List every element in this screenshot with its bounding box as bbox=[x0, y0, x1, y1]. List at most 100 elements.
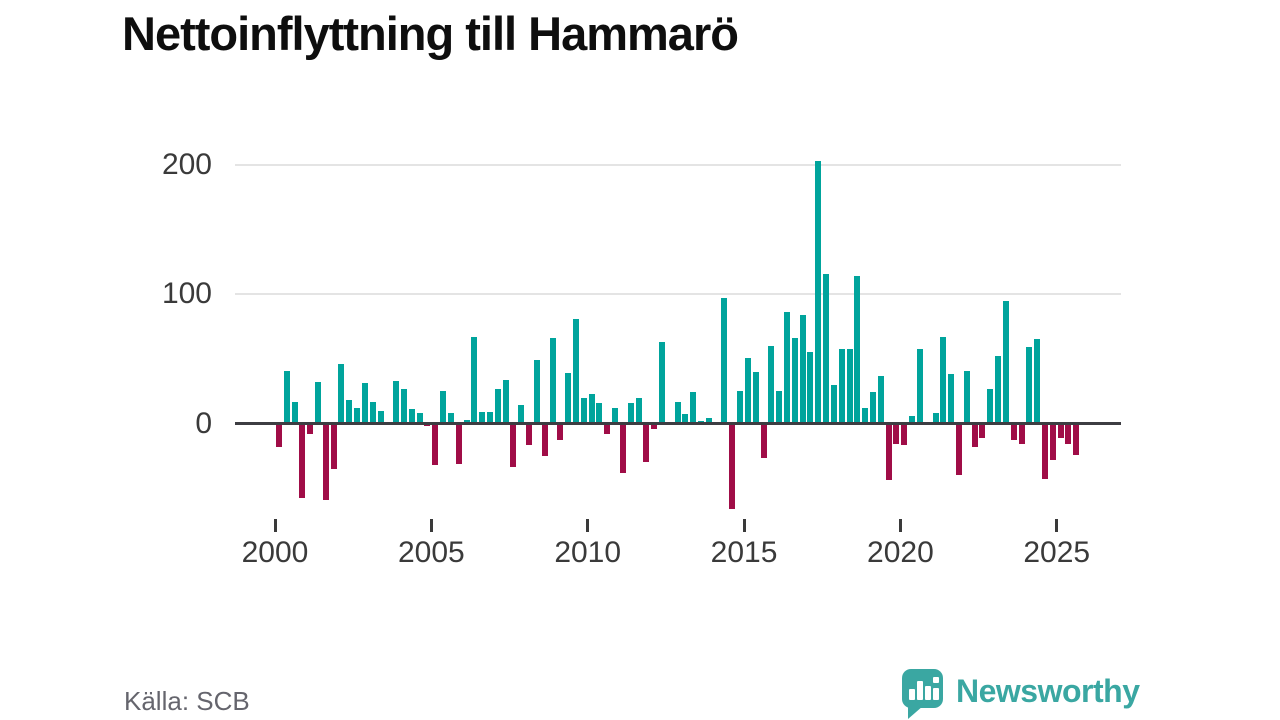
bar-2008-Q2 bbox=[533, 360, 540, 424]
bar-2020-Q3 bbox=[916, 348, 923, 424]
bar-2008-Q3 bbox=[541, 423, 548, 456]
speech-bubble-tail bbox=[908, 706, 923, 719]
bar-2025-Q1 bbox=[1057, 423, 1064, 438]
bar-2020-Q2 bbox=[909, 415, 916, 424]
chart-title: Nettoinflyttning till Hammarö bbox=[122, 7, 739, 60]
bar-2012-Q2 bbox=[658, 342, 665, 424]
bar-2015-Q3 bbox=[760, 423, 767, 459]
bar-2005-Q2 bbox=[440, 391, 447, 424]
bar-2023-Q2 bbox=[1002, 300, 1009, 424]
bar-2014-Q4 bbox=[737, 391, 744, 424]
bar-2010-Q2 bbox=[596, 402, 603, 424]
bar-2001-Q3 bbox=[322, 423, 329, 500]
bar-2008-Q1 bbox=[526, 423, 533, 446]
bar-2004-Q2 bbox=[408, 409, 415, 424]
bar-2002-Q1 bbox=[338, 364, 345, 424]
bar-2009-Q1 bbox=[557, 423, 564, 441]
bar-2004-Q3 bbox=[416, 413, 423, 424]
bar-2006-Q3 bbox=[479, 411, 486, 424]
bar-2020-Q1 bbox=[901, 423, 908, 446]
bar-2000-Q1 bbox=[275, 423, 282, 447]
bar-2009-Q4 bbox=[580, 397, 587, 424]
bar-2009-Q3 bbox=[572, 318, 579, 424]
bar-2022-Q1 bbox=[963, 370, 970, 424]
bar-2015-Q2 bbox=[752, 371, 759, 424]
bar-2025-Q2 bbox=[1065, 423, 1072, 445]
zero-baseline bbox=[235, 422, 1121, 425]
y-axis-tick-label-0: 0 bbox=[195, 406, 212, 440]
bar-2000-Q3 bbox=[291, 401, 298, 424]
bar-chart-speech-bubble-icon bbox=[902, 669, 943, 708]
bar-2022-Q2 bbox=[971, 423, 978, 447]
bar-2007-Q4 bbox=[518, 405, 525, 424]
bar-2005-Q3 bbox=[447, 413, 454, 424]
x-axis-tick-2010 bbox=[586, 519, 590, 532]
bar-2002-Q3 bbox=[354, 407, 361, 424]
brand-name: Newsworthy bbox=[956, 673, 1140, 709]
bar-2014-Q3 bbox=[729, 423, 736, 509]
bar-2007-Q3 bbox=[510, 423, 517, 468]
bar-2013-Q4 bbox=[705, 418, 712, 424]
bar-2023-Q3 bbox=[1010, 423, 1017, 441]
bar-2002-Q2 bbox=[346, 400, 353, 424]
bar-2016-Q1 bbox=[776, 391, 783, 424]
bar-2001-Q1 bbox=[307, 423, 314, 434]
bar-2024-Q1 bbox=[1026, 347, 1033, 424]
bar-2011-Q3 bbox=[635, 397, 642, 424]
bar-2017-Q4 bbox=[830, 384, 837, 424]
bar-2018-Q1 bbox=[838, 348, 845, 424]
bar-2017-Q1 bbox=[807, 352, 814, 424]
bar-2015-Q1 bbox=[744, 357, 751, 424]
bar-2016-Q4 bbox=[799, 314, 806, 424]
bar-2016-Q3 bbox=[791, 338, 798, 424]
bar-2006-Q1 bbox=[463, 419, 470, 424]
x-axis-tick-label-2005: 2005 bbox=[397, 536, 465, 569]
bar-2004-Q1 bbox=[400, 388, 407, 424]
bar-2024-Q2 bbox=[1034, 339, 1041, 424]
bar-2021-Q4 bbox=[956, 423, 963, 476]
bar-2021-Q2 bbox=[940, 336, 947, 424]
bar-2021-Q1 bbox=[932, 413, 939, 424]
bar-2010-Q4 bbox=[612, 407, 619, 424]
bar-2019-Q2 bbox=[877, 375, 884, 424]
bar-2003-Q1 bbox=[369, 401, 376, 424]
bar-2017-Q2 bbox=[815, 161, 822, 424]
bar-2009-Q2 bbox=[565, 373, 572, 424]
bar-2005-Q1 bbox=[432, 423, 439, 465]
x-axis-tick-2025 bbox=[1055, 519, 1059, 532]
bar-2011-Q4 bbox=[643, 423, 650, 463]
x-axis-tick-label-2025: 2025 bbox=[1023, 536, 1091, 569]
newsworthy-logo: Newsworthy bbox=[900, 666, 1160, 720]
bar-2013-Q1 bbox=[682, 414, 689, 424]
bar-2018-Q2 bbox=[846, 348, 853, 424]
bar-2006-Q4 bbox=[486, 411, 493, 424]
bar-2018-Q4 bbox=[862, 407, 869, 424]
bar-2010-Q3 bbox=[604, 423, 611, 434]
bar-2025-Q3 bbox=[1073, 423, 1080, 455]
x-axis-tick-2000 bbox=[273, 519, 277, 532]
bar-2022-Q3 bbox=[979, 423, 986, 438]
bar-2012-Q1 bbox=[651, 423, 658, 429]
bar-2019-Q4 bbox=[893, 423, 900, 445]
bar-2012-Q4 bbox=[674, 401, 681, 424]
bar-2023-Q1 bbox=[995, 356, 1002, 424]
bar-2011-Q2 bbox=[627, 402, 634, 424]
bar-2013-Q2 bbox=[690, 392, 697, 424]
gridline-100 bbox=[235, 293, 1121, 296]
bar-2019-Q3 bbox=[885, 423, 892, 481]
bar-2018-Q3 bbox=[854, 276, 861, 424]
bar-2000-Q4 bbox=[299, 423, 306, 499]
bar-2000-Q2 bbox=[283, 370, 290, 424]
y-axis-tick-label-100: 100 bbox=[161, 277, 212, 311]
x-axis-tick-label-2010: 2010 bbox=[554, 536, 622, 569]
bar-2003-Q4 bbox=[393, 380, 400, 424]
bar-2007-Q1 bbox=[494, 388, 501, 424]
x-axis-tick-2020 bbox=[898, 519, 902, 532]
bar-2010-Q1 bbox=[588, 393, 595, 424]
gridline-200 bbox=[235, 164, 1121, 166]
x-axis-tick-label-2015: 2015 bbox=[710, 536, 778, 569]
bar-2007-Q2 bbox=[502, 379, 509, 424]
bar-2001-Q4 bbox=[330, 423, 337, 469]
bar-2006-Q2 bbox=[471, 336, 478, 424]
